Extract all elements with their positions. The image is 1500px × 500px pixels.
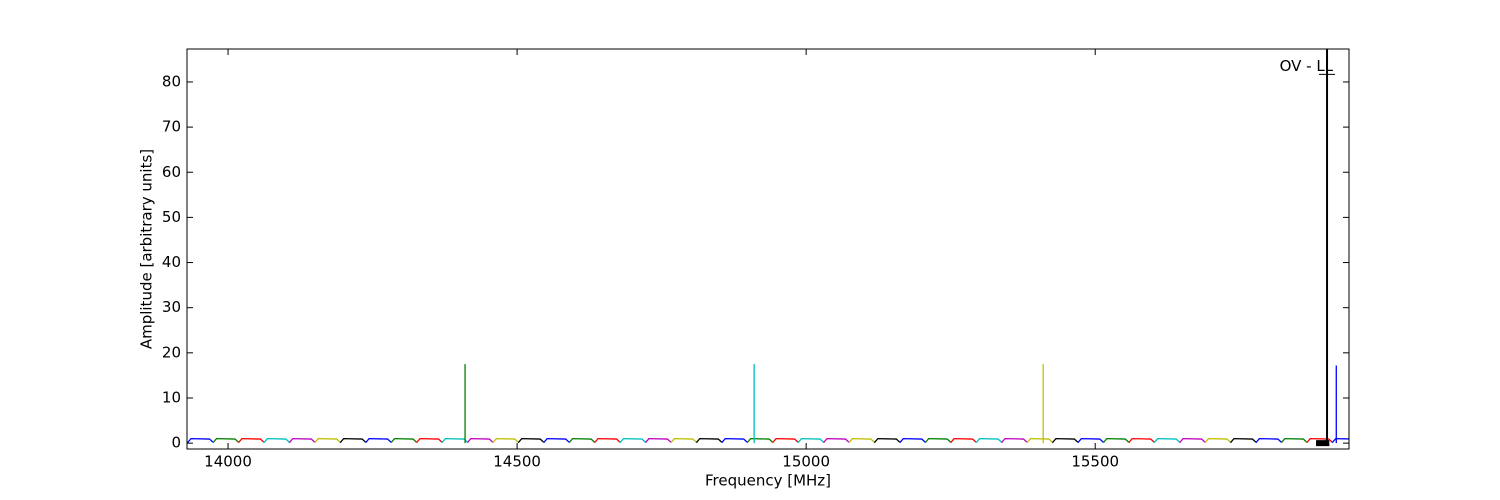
series-line — [365, 437, 392, 444]
x-tick-label: 14000 — [204, 453, 252, 471]
axes-frame — [186, 48, 1350, 450]
y-tick-label: 80 — [162, 72, 181, 90]
series-line — [1306, 437, 1333, 444]
series-line — [848, 437, 875, 444]
series-line — [1001, 437, 1028, 444]
series-line — [797, 437, 824, 444]
series-line — [1331, 437, 1349, 444]
series-line — [746, 437, 774, 444]
x-axis-label: Frequency [MHz] — [705, 472, 831, 490]
series-line — [644, 437, 672, 444]
series-line — [492, 437, 519, 444]
series-line — [1204, 437, 1231, 444]
y-tick-label: 30 — [162, 298, 181, 316]
series-line — [873, 437, 901, 444]
series-line — [237, 437, 265, 444]
series-line — [416, 437, 443, 444]
series-line — [263, 437, 290, 444]
series-line — [339, 437, 367, 444]
y-tick-label: 40 — [162, 253, 181, 271]
series-line — [441, 437, 468, 444]
series-line — [212, 437, 239, 444]
plot-area — [187, 49, 1349, 447]
series-line — [1153, 437, 1181, 444]
series-line — [899, 437, 926, 444]
series-line — [721, 437, 748, 444]
series-line — [1077, 437, 1104, 444]
series-line — [1255, 437, 1282, 444]
y-tick-label: 70 — [162, 118, 181, 136]
series-line — [1128, 437, 1155, 444]
series-line — [950, 437, 977, 444]
series-line — [543, 437, 570, 444]
x-tick-label: 14500 — [493, 453, 541, 471]
series-line — [695, 437, 723, 444]
x-tick-label: 15000 — [782, 453, 830, 471]
series-line — [288, 437, 316, 444]
series-line — [1026, 437, 1053, 444]
y-tick-label: 20 — [162, 343, 181, 361]
series-line — [619, 437, 646, 444]
y-tick-label: 10 — [162, 388, 181, 406]
series-line — [314, 437, 341, 444]
series-line — [390, 437, 417, 444]
series-line — [594, 437, 621, 444]
y-tick-label: 0 — [171, 434, 181, 452]
series-line — [466, 437, 494, 444]
series-line — [1229, 437, 1257, 444]
y-tick-label: 50 — [162, 208, 181, 226]
series-line — [670, 437, 697, 444]
series-line — [823, 437, 850, 444]
annotation-label: OV - LL — [1280, 57, 1334, 75]
series-line — [187, 437, 214, 444]
series-line — [1280, 437, 1308, 444]
x-tick-label: 15500 — [1071, 453, 1119, 471]
series-line — [924, 437, 952, 444]
series-line — [772, 437, 799, 444]
series-line — [1051, 437, 1079, 444]
series-line — [568, 437, 596, 444]
y-tick-label: 60 — [162, 163, 181, 181]
series-line — [517, 437, 545, 444]
y-axis-label: Amplitude [arbitrary units] — [138, 149, 156, 349]
series-line — [1179, 437, 1206, 444]
series-line — [1102, 437, 1130, 444]
series-line — [975, 437, 1002, 444]
